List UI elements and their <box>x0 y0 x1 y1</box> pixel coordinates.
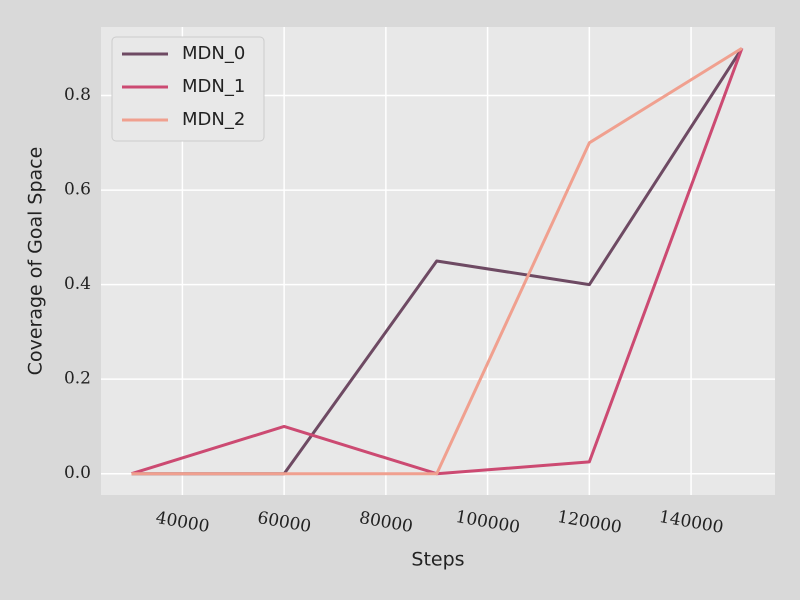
y-tick-label: 0.8 <box>64 85 91 105</box>
y-tick-label: 0.0 <box>64 463 91 483</box>
legend-label: MDN_1 <box>182 76 245 97</box>
y-tick-label: 0.4 <box>64 274 91 294</box>
legend-label: MDN_2 <box>182 109 245 130</box>
x-tick-label: 80000 <box>358 508 415 537</box>
legend-box <box>111 36 265 142</box>
legend-label: MDN_0 <box>182 43 245 64</box>
x-tick-label: 40000 <box>154 508 211 537</box>
x-tick-label: 120000 <box>556 507 623 538</box>
y-tick-label: 0.2 <box>64 369 91 389</box>
x-tick-label: 60000 <box>256 508 313 537</box>
x-tick-label: 100000 <box>454 507 521 538</box>
x-axis-label: Steps <box>411 549 464 571</box>
y-tick-label: 0.6 <box>64 180 91 200</box>
x-tick-label: 140000 <box>657 507 724 538</box>
series-line <box>131 46 743 476</box>
y-axis-label: Coverage of Goal Space <box>25 147 47 376</box>
